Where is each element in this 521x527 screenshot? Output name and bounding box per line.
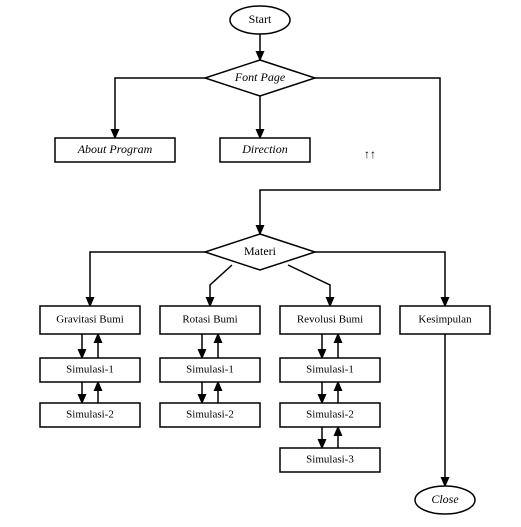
node-close: Close [415, 486, 475, 514]
node-label-r_sim2: Simulasi-2 [186, 409, 234, 421]
node-v_sim1: Simulasi-1 [280, 358, 380, 382]
node-direction: Direction [220, 138, 310, 162]
node-about: About Program [55, 138, 175, 162]
node-v_sim2: Simulasi-2 [280, 403, 380, 427]
node-label-kesimpulan: Kesimpulan [418, 314, 472, 326]
node-fontpage: Font Page [205, 60, 315, 96]
node-label-start: Start [249, 12, 272, 26]
node-v_sim3: Simulasi-3 [280, 448, 380, 472]
node-start: Start [230, 6, 290, 34]
node-label-rotasi: Rotasi Bumi [182, 314, 237, 326]
edge-7 [315, 252, 445, 306]
flowchart-canvas: Start Font Page About Program Direction Mate… [0, 0, 521, 527]
annotation-arrows: ↑↑ [364, 147, 376, 161]
node-label-gravitasi: Gravitasi Bumi [56, 314, 124, 326]
node-r_sim1: Simulasi-1 [160, 358, 260, 382]
node-kesimpulan: Kesimpulan [400, 306, 490, 334]
node-label-close: Close [431, 492, 459, 506]
node-label-v_sim2: Simulasi-2 [306, 409, 354, 421]
node-label-v_sim3: Simulasi-3 [306, 454, 354, 466]
node-r_sim2: Simulasi-2 [160, 403, 260, 427]
node-label-revolusi: Revolusi Bumi [297, 314, 363, 326]
node-label-materi: Materi [244, 244, 277, 258]
node-label-direction: Direction [241, 142, 288, 156]
node-rotasi: Rotasi Bumi [160, 306, 260, 334]
node-label-about: About Program [77, 142, 153, 156]
edge-5 [210, 265, 232, 306]
node-label-fontpage: Font Page [234, 70, 286, 84]
node-label-g_sim2: Simulasi-2 [66, 409, 114, 421]
nodes-layer: Start Font Page About Program Direction Mate… [40, 6, 490, 514]
node-label-g_sim1: Simulasi-1 [66, 364, 114, 376]
edge-6 [288, 265, 330, 306]
node-materi: Materi [205, 234, 315, 270]
edge-1 [115, 78, 205, 138]
node-label-r_sim1: Simulasi-1 [186, 364, 234, 376]
edge-4 [90, 252, 205, 306]
node-g_sim2: Simulasi-2 [40, 403, 140, 427]
node-g_sim1: Simulasi-1 [40, 358, 140, 382]
node-label-v_sim1: Simulasi-1 [306, 364, 354, 376]
node-gravitasi: Gravitasi Bumi [40, 306, 140, 334]
node-revolusi: Revolusi Bumi [280, 306, 380, 334]
